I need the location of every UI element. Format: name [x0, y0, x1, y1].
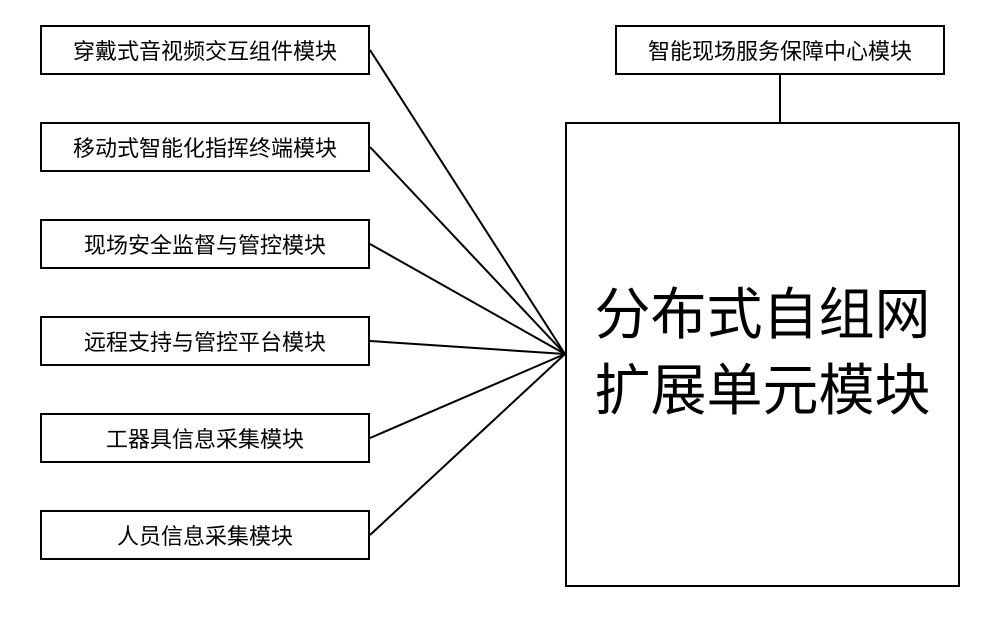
module-box-wearable-av: 穿戴式音视频交互组件模块 — [40, 25, 370, 75]
module-label: 人员信息采集模块 — [117, 519, 293, 551]
module-box-mobile-command: 移动式智能化指挥终端模块 — [40, 122, 370, 172]
module-box-safety-supervision: 现场安全监督与管控模块 — [40, 219, 370, 269]
module-label: 分布式自组网扩展单元模块 — [587, 279, 938, 430]
module-box-personnel-info: 人员信息采集模块 — [40, 510, 370, 560]
module-box-remote-support: 远程支持与管控平台模块 — [40, 316, 370, 366]
module-box-distributed-network: 分布式自组网扩展单元模块 — [565, 122, 960, 587]
module-label: 工器具信息采集模块 — [106, 422, 304, 454]
module-box-service-center: 智能现场服务保障中心模块 — [615, 25, 945, 75]
module-label: 现场安全监督与管控模块 — [84, 228, 326, 260]
module-box-tool-info: 工器具信息采集模块 — [40, 413, 370, 463]
module-label: 智能现场服务保障中心模块 — [648, 34, 912, 66]
module-label: 穿戴式音视频交互组件模块 — [73, 34, 337, 66]
module-label: 移动式智能化指挥终端模块 — [73, 131, 337, 163]
module-label: 远程支持与管控平台模块 — [84, 325, 326, 357]
